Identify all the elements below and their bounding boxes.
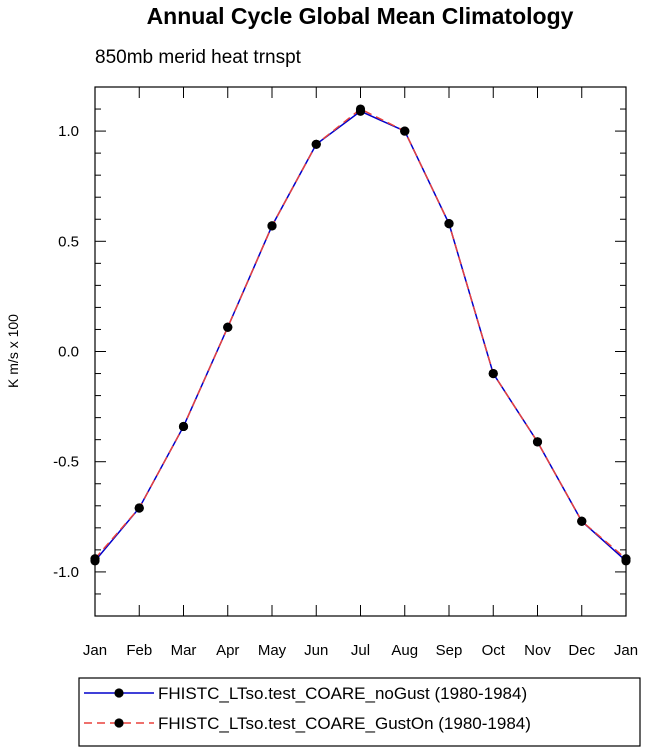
y-tick-label: -0.5 <box>53 454 79 471</box>
x-tick-label: Mar <box>171 642 197 659</box>
x-tick-label: Apr <box>216 642 239 659</box>
legend-label-2: FHISTC_LTso.test_COARE_GustOn (1980-1984… <box>158 714 531 733</box>
y-tick-label: 0.5 <box>58 233 79 250</box>
x-tick-label: Jan <box>83 642 107 659</box>
legend: FHISTC_LTso.test_COARE_noGust (1980-1984… <box>78 677 641 747</box>
legend-entries: FHISTC_LTso.test_COARE_noGust (1980-1984… <box>84 684 531 733</box>
y-tick-label: 1.0 <box>58 123 79 140</box>
legend-label-1: FHISTC_LTso.test_COARE_noGust (1980-1984… <box>158 684 527 703</box>
series-2-point <box>444 219 454 229</box>
series-2-point <box>488 368 498 379</box>
x-tick-label: Aug <box>391 642 418 659</box>
series-2-point <box>311 139 321 149</box>
series-2-point <box>267 221 277 231</box>
series-layer <box>90 104 631 566</box>
x-tick-label: Sep <box>436 642 463 659</box>
x-tick-label: Nov <box>524 642 551 659</box>
y-axis-label: K m/s x 100 <box>5 314 21 388</box>
legend-marker-1 <box>114 688 124 698</box>
x-tick-label: Dec <box>568 642 595 659</box>
chart-subtitle: 850mb merid heat trnspt <box>95 47 302 68</box>
y-tick-label: 0.0 <box>58 344 79 361</box>
legend-box <box>78 677 641 747</box>
series-2-point <box>400 126 410 136</box>
series-2-point <box>134 503 144 513</box>
x-tick-label: Oct <box>482 642 506 659</box>
y-tick-label: -1.0 <box>53 564 79 581</box>
x-tick-label: Feb <box>126 642 152 659</box>
series-2-point <box>355 104 366 114</box>
series-2-point <box>577 516 587 526</box>
x-tick-label: Jun <box>304 642 328 659</box>
series-line-1 <box>94 110 627 562</box>
x-tick-label: Jul <box>351 642 370 659</box>
y-tick-labels: -1.0 -0.5 0.0 0.5 1.0 <box>53 123 79 581</box>
series-2-point <box>223 322 233 332</box>
series-2-point <box>178 421 189 432</box>
x-tick-labels: Jan Feb Mar Apr May Jun Jul Aug Sep Oct Nov Dec Jan <box>83 642 638 659</box>
x-tick-label: Jan <box>614 642 638 659</box>
axis-ticks <box>94 86 627 617</box>
plot-frame <box>94 86 627 617</box>
x-tick-label: May <box>258 642 287 659</box>
chart-title: Annual Cycle Global Mean Climatology <box>147 3 574 29</box>
legend-marker-2 <box>114 718 124 728</box>
series-line-2 <box>94 108 627 560</box>
series-2-point <box>532 437 543 447</box>
